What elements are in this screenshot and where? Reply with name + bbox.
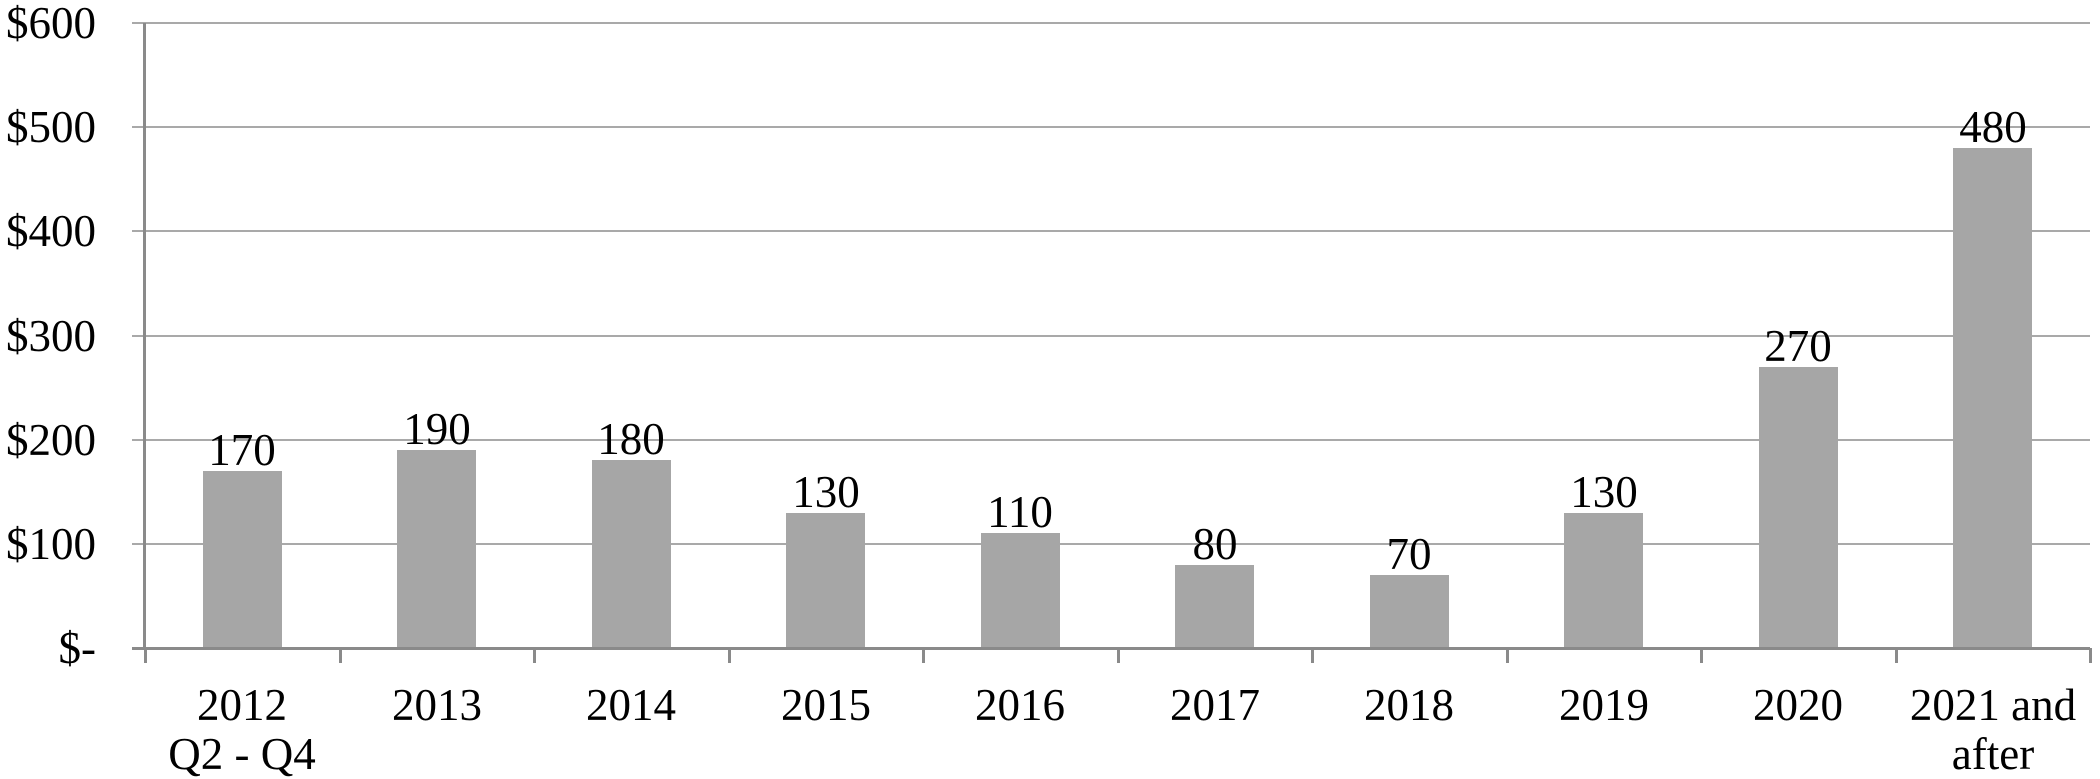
- x-axis-tick: [1117, 648, 1120, 663]
- x-axis-tick: [339, 648, 342, 663]
- y-axis-tick-label: $200: [6, 414, 96, 465]
- bar-value-label: 130: [1570, 467, 1638, 517]
- x-axis-category-label: 2020: [1753, 680, 1843, 730]
- gridline: [132, 126, 2090, 129]
- x-axis-tick: [728, 648, 731, 663]
- gridline: [132, 438, 2090, 441]
- bar: [1370, 575, 1449, 648]
- x-axis-tick: [1895, 648, 1898, 663]
- y-axis-tick-label: $600: [6, 0, 96, 48]
- y-axis-tick-label: $400: [6, 206, 96, 257]
- x-axis-tick: [2089, 648, 2092, 663]
- bar: [203, 471, 282, 648]
- x-axis-tick: [922, 648, 925, 663]
- gridline: [132, 230, 2090, 233]
- bar: [1564, 513, 1643, 648]
- y-axis-line: [143, 23, 146, 648]
- x-axis-category-label: 2017: [1170, 680, 1260, 730]
- bar: [592, 460, 671, 648]
- bar: [397, 450, 476, 648]
- x-axis-tick: [1700, 648, 1703, 663]
- bar-value-label: 130: [792, 467, 860, 517]
- bar-value-label: 180: [597, 414, 665, 464]
- y-axis-tick-label: $100: [6, 518, 96, 569]
- x-axis-category-label: 2014: [586, 680, 676, 730]
- bar-value-label: 80: [1192, 519, 1238, 569]
- bar-value-label: 190: [403, 404, 471, 454]
- x-axis-tick: [144, 648, 147, 663]
- gridline: [132, 334, 2090, 337]
- gridline: [132, 542, 2090, 545]
- x-axis-category-label: 2012 Q2 - Q4: [168, 680, 316, 779]
- bar-value-label: 480: [1959, 102, 2027, 152]
- x-axis-tick: [1506, 648, 1509, 663]
- x-axis-tick: [533, 648, 536, 663]
- bar: [1759, 367, 1838, 648]
- bar-value-label: 170: [208, 425, 276, 475]
- x-axis-line: [132, 647, 2090, 650]
- x-axis-category-label: 2021 and after: [1909, 680, 2077, 779]
- gridline: [132, 22, 2090, 24]
- bar: [786, 513, 865, 648]
- x-axis-category-label: 2016: [975, 680, 1065, 730]
- x-axis-category-label: 2018: [1364, 680, 1454, 730]
- x-axis-category-label: 2019: [1559, 680, 1649, 730]
- y-axis-tick-label: $-: [58, 623, 97, 673]
- x-axis-category-label: 2013: [392, 680, 482, 730]
- x-axis-category-label: 2015: [781, 680, 871, 730]
- bar-value-label: 70: [1386, 529, 1432, 579]
- y-axis-tick-label: $300: [6, 310, 96, 361]
- y-axis-tick-label: $500: [6, 102, 96, 153]
- bar: [1953, 148, 2032, 648]
- bar-value-label: 270: [1764, 321, 1832, 371]
- bar: [1175, 565, 1254, 648]
- bar: [981, 533, 1060, 648]
- x-axis-tick: [1311, 648, 1314, 663]
- bar-value-label: 110: [987, 487, 1053, 537]
